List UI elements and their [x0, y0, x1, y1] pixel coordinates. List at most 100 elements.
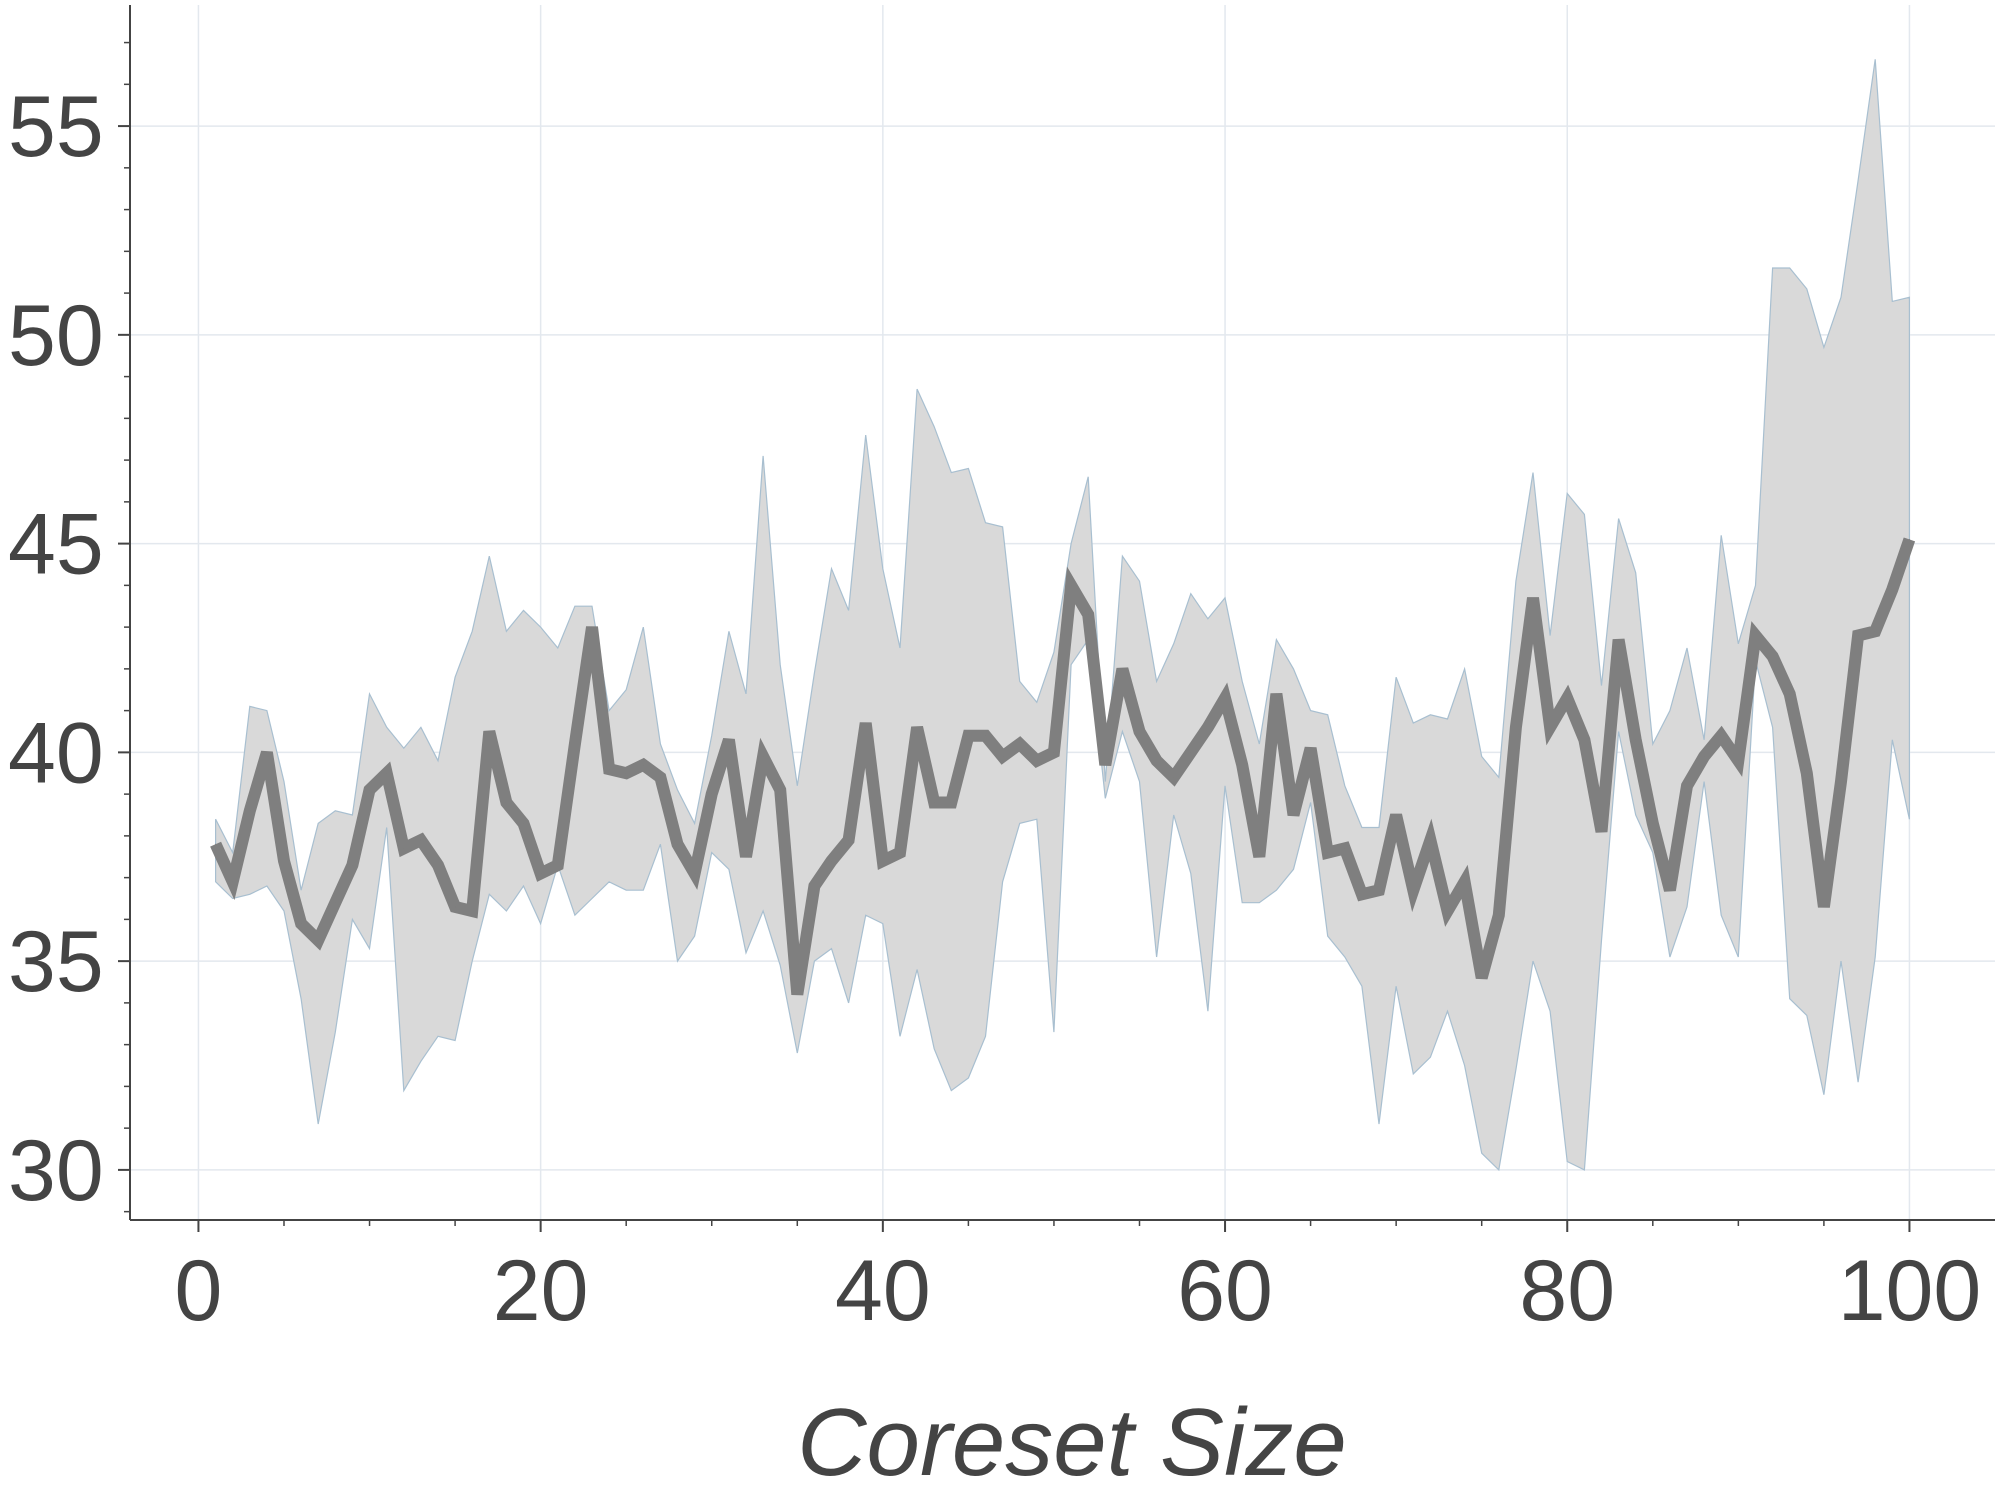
y-tick-label: 45 [8, 497, 104, 593]
data-point [1293, 814, 1294, 816]
data-point [1036, 760, 1038, 762]
data-point [1173, 776, 1175, 778]
data-point [1344, 847, 1346, 849]
data-point [745, 856, 747, 858]
data-point [677, 843, 678, 845]
data-point [1737, 760, 1739, 762]
data-point [1703, 756, 1705, 757]
data-point [1857, 635, 1859, 636]
x-tick-label: 100 [1838, 1243, 1982, 1339]
data-point [454, 906, 456, 908]
data-point [420, 839, 422, 841]
data-point [1310, 747, 1312, 749]
data-point [1669, 889, 1671, 891]
data-point [1532, 597, 1534, 599]
data-point [848, 839, 850, 841]
data-point [1275, 693, 1277, 695]
data-point [1207, 726, 1209, 728]
data-point [1566, 697, 1568, 699]
data-point [1258, 856, 1260, 858]
data-point [1378, 889, 1380, 891]
data-point [232, 881, 234, 883]
data-point [865, 722, 867, 724]
data-point [950, 802, 952, 803]
data-point [317, 939, 319, 941]
data-point [625, 772, 627, 774]
data-point [557, 864, 559, 866]
data-point [1224, 697, 1226, 699]
data-point [933, 802, 935, 803]
data-point [779, 789, 781, 791]
data-point [488, 731, 490, 732]
data-point [985, 735, 986, 737]
data-point [266, 751, 268, 753]
data-point [1241, 764, 1243, 766]
x-tick-label: 20 [493, 1243, 589, 1339]
data-point [1720, 735, 1722, 737]
data-point [1002, 756, 1004, 757]
data-point [762, 756, 764, 757]
data-point [386, 772, 388, 774]
y-tick-label: 55 [8, 79, 104, 175]
data-point [369, 789, 370, 791]
data-point [1652, 822, 1654, 824]
data-point [1549, 726, 1551, 728]
y-tick-label: 30 [8, 1123, 104, 1219]
data-point [1686, 785, 1688, 787]
data-point [471, 910, 473, 912]
data-point [1327, 852, 1329, 854]
data-point [1121, 668, 1123, 670]
data-point [540, 873, 542, 874]
data-point [334, 902, 336, 904]
x-tick-label: 40 [835, 1243, 931, 1339]
data-point [283, 860, 285, 862]
data-point [437, 864, 439, 866]
data-point [1772, 655, 1774, 657]
data-point [728, 739, 730, 741]
x-axis-label: Coreset Size [797, 1389, 1347, 1496]
data-point [1070, 584, 1072, 586]
data-point [608, 768, 610, 770]
data-point [899, 852, 901, 854]
data-point [574, 743, 576, 745]
data-point [831, 860, 832, 862]
axes [118, 5, 1995, 1232]
data-point [1412, 889, 1414, 891]
data-point [591, 626, 593, 628]
data-point [967, 735, 969, 737]
data-point [1755, 635, 1756, 636]
data-point [1874, 630, 1876, 632]
data-point [1806, 772, 1808, 774]
data-point [1361, 893, 1363, 895]
data-point [1891, 589, 1893, 590]
data-point [1139, 731, 1140, 732]
data-point [403, 847, 405, 849]
data-point [215, 843, 217, 845]
data-point [1053, 751, 1055, 753]
data-point [642, 764, 644, 766]
data-point [1515, 726, 1517, 728]
data-point [1395, 814, 1397, 816]
data-point [1601, 831, 1602, 833]
data-point [813, 885, 815, 887]
data-point [1429, 839, 1431, 841]
data-point [916, 726, 918, 728]
data-point [1104, 764, 1106, 766]
data-point [1447, 910, 1448, 912]
data-point [1481, 977, 1483, 979]
data-point [796, 994, 798, 995]
data-point [1464, 881, 1466, 883]
data-point [694, 873, 696, 874]
data-point [1087, 614, 1089, 616]
data-point [1840, 781, 1842, 783]
y-tick-label: 40 [8, 705, 104, 801]
y-tick-label: 50 [8, 288, 104, 384]
mean-line-layer [210, 537, 1916, 996]
x-tick-label: 0 [175, 1243, 223, 1339]
data-point [1156, 760, 1158, 762]
data-point [1908, 538, 1910, 540]
data-point [249, 810, 251, 812]
data-point [523, 822, 524, 824]
